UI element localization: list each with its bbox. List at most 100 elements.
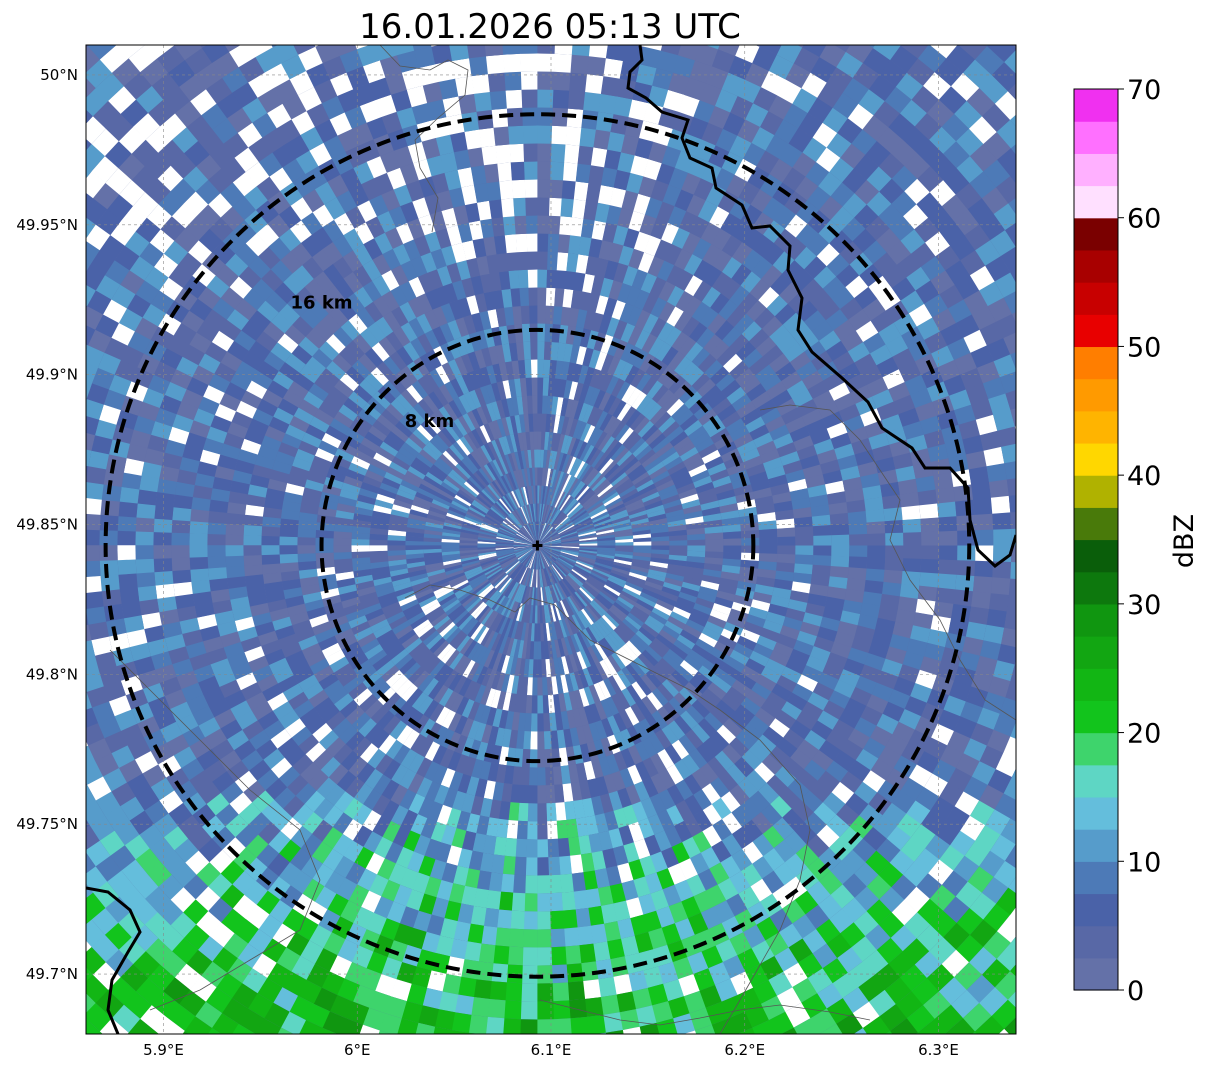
reflectivity-gate [595,595,611,610]
reflectivity-gate [566,818,579,838]
reflectivity-gate [50,460,70,480]
reflectivity-gate [917,489,938,506]
reflectivity-gate [600,76,621,97]
reflectivity-gate [426,155,445,177]
reflectivity-gate [313,798,335,820]
reflectivity-gate [590,147,608,168]
reflectivity-gate [461,353,474,373]
reflectivity-gate [468,332,482,352]
reflectivity-gate [578,554,597,560]
reflectivity-gate [575,561,594,570]
reflectivity-gate [464,129,482,150]
reflectivity-gate [906,266,931,291]
reflectivity-gate [556,342,566,362]
reflectivity-gate [476,406,489,425]
reflectivity-gate [509,638,518,657]
reflectivity-gate [542,535,560,544]
reflectivity-gate [879,887,905,913]
reflectivity-gate [245,504,265,517]
reflectivity-gate [691,699,711,719]
reflectivity-gate [594,701,608,721]
reflectivity-gate [516,676,524,695]
reflectivity-gate [520,450,527,469]
reflectivity-gate [577,527,596,534]
reflectivity-gate [493,945,510,965]
reflectivity-gate [86,380,93,399]
reflectivity-gate [816,243,840,267]
reflectivity-gate [651,688,669,707]
reflectivity-gate [600,699,614,718]
reflectivity-gate [468,476,484,492]
reflectivity-gate [521,676,529,696]
reflectivity-gate [554,639,562,658]
reflectivity-gate [655,633,674,649]
reflectivity-gate [587,577,604,590]
reflectivity-gate [641,333,658,354]
reflectivity-gate [461,793,475,814]
reflectivity-gate [117,530,136,546]
reflectivity-gate [406,85,428,108]
reflectivity-gate [272,923,296,948]
reflectivity-gate [406,527,425,534]
reflectivity-gate [568,90,586,110]
reflectivity-gate [679,687,698,706]
reflectivity-gate [701,286,721,308]
reflectivity-gate [666,306,684,327]
reflectivity-gate [119,486,140,504]
reflectivity-gate [731,827,753,850]
reflectivity-gate [421,931,441,953]
reflectivity-gate [424,193,442,215]
reflectivity-gate [572,592,586,609]
reflectivity-gate [622,1026,642,1034]
reflectivity-gate [514,657,522,677]
reflectivity-gate [601,353,614,374]
reflectivity-gate [367,322,386,343]
reflectivity-gate [769,746,791,767]
reflectivity-gate [580,852,595,873]
reflectivity-gate [662,581,682,592]
reflectivity-gate [913,612,934,630]
reflectivity-gate [997,644,1016,665]
reflectivity-gate [873,963,900,991]
reflectivity-gate [401,1001,423,1023]
reflectivity-gate [548,874,562,894]
reflectivity-gate [524,586,531,605]
reflectivity-gate [620,342,635,363]
reflectivity-gate [540,503,545,522]
reflectivity-gate [1010,143,1016,155]
reflectivity-gate [281,500,302,513]
reflectivity-gate [371,729,390,749]
reflectivity-gate [535,569,538,588]
reflectivity-gate [527,803,538,822]
reflectivity-gate [557,581,568,599]
reflectivity-gate [758,561,777,571]
reflectivity-gate [586,406,599,425]
reflectivity-gate [651,607,670,621]
reflectivity-gate [570,438,581,457]
reflectivity-gate [479,127,496,148]
reflectivity-gate [530,359,538,378]
reflectivity-gate [510,601,519,620]
reflectivity-gate [498,635,508,654]
reflectivity-gate [256,223,280,247]
reflectivity-gate [538,503,541,522]
reflectivity-gate [537,467,541,486]
reflectivity-gate [450,378,464,398]
reflectivity-gate [632,555,651,562]
reflectivity-gate [771,389,793,408]
reflectivity-gate [273,987,298,1012]
reflectivity-gate [86,345,105,368]
reflectivity-gate [467,642,481,660]
reflectivity-gate [340,900,362,923]
reflectivity-gate [394,370,412,390]
reflectivity-gate [567,573,582,588]
reflectivity-gate [930,153,957,181]
reflectivity-gate [515,534,533,543]
reflectivity-gate [789,488,810,501]
reflectivity-gate [573,671,584,690]
reflectivity-gate [328,386,349,405]
reflectivity-gate [556,559,572,572]
reflectivity-gate [1010,512,1016,530]
reflectivity-gate [544,323,554,342]
reflectivity-gate [962,435,984,455]
